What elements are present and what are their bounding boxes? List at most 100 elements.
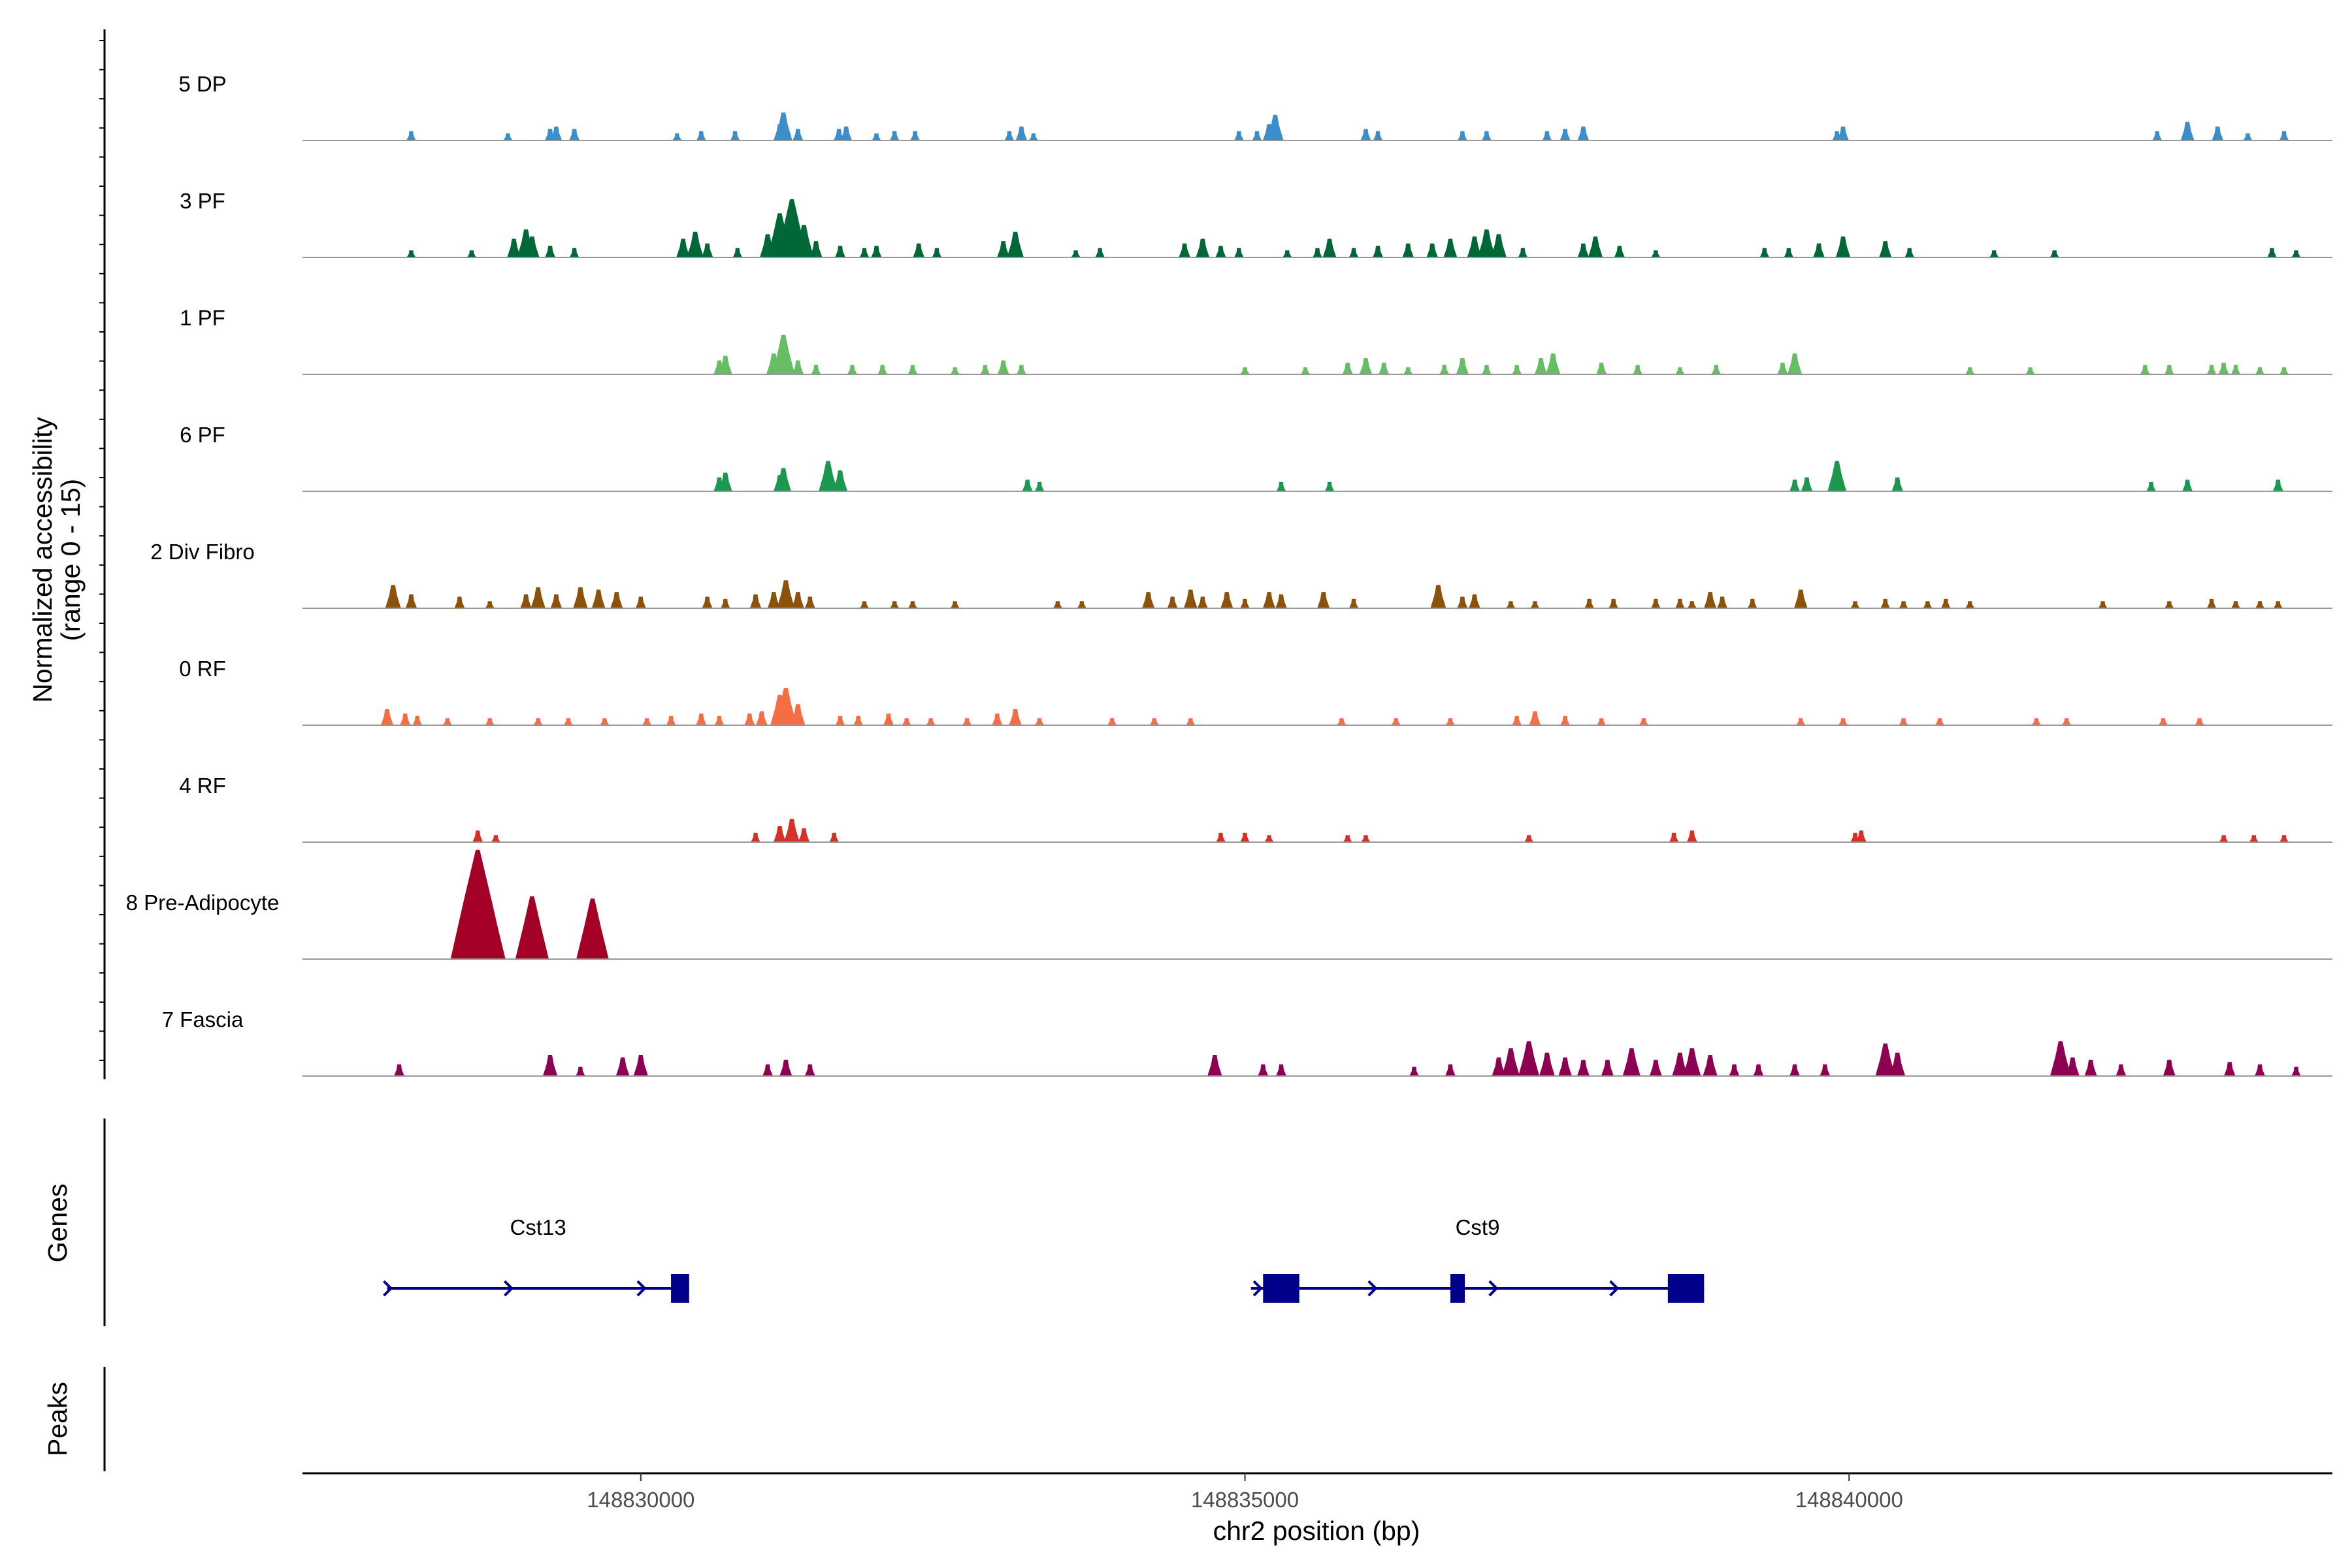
coverage-peak [1179, 243, 1190, 257]
coverage-peak [1142, 592, 1155, 608]
coverage-peak [2219, 835, 2229, 842]
coverage-peak [474, 901, 506, 959]
gene-label: Cst9 [1456, 1215, 1500, 1239]
coverage-peak [1457, 596, 1468, 608]
coverage-peak [696, 131, 706, 140]
coverage-peak [847, 365, 857, 374]
coverage-peak [829, 832, 839, 842]
coverage-peak [1220, 592, 1233, 608]
coverage-peak [672, 133, 682, 140]
coverage-peak [1649, 1060, 1662, 1076]
coverage-peak [406, 250, 416, 257]
coverage-peak [1880, 598, 1890, 608]
coverage-peak [1216, 832, 1226, 842]
coverage-peak [1477, 229, 1495, 257]
coverage-peak [804, 1064, 815, 1076]
coverage-peak [1777, 363, 1788, 374]
coverage-peak [1748, 598, 1757, 608]
coverage-peak [2140, 365, 2150, 374]
coverage-peak [762, 1064, 773, 1076]
coverage-peak [2062, 718, 2072, 725]
coverage-peak [1904, 248, 1914, 257]
coverage-peak [1923, 601, 1933, 608]
coverage-peak [633, 1055, 648, 1076]
coverage-peak [1784, 248, 1793, 257]
coverage-peak [1796, 718, 1806, 725]
strand-arrow [1609, 1280, 1620, 1297]
coverage-peak [472, 830, 483, 842]
coverage-peak [1322, 238, 1337, 257]
coverage-peak [775, 688, 797, 725]
coverage-peak [992, 713, 1003, 725]
coverage-peak [696, 713, 707, 725]
coverage-peak [2224, 1062, 2236, 1076]
coverage-peak [1379, 363, 1390, 374]
coverage-peak [1443, 238, 1458, 257]
coverage-peak [1601, 1060, 1614, 1076]
coverage-peak [1529, 711, 1541, 725]
coverage-peak [676, 238, 690, 257]
coverage-peak [1361, 835, 1371, 842]
coverage-peak [756, 711, 768, 725]
accessibility-tracks: 5 DP 3 PF 1 PF 6 PF 2 Div Fibro 0 RF 4 RF 8 Pre… [126, 72, 2332, 1077]
coverage-peak [1258, 1064, 1269, 1076]
coverage-peak [635, 596, 646, 608]
coverage-peak [732, 248, 742, 257]
coverage-peak [1276, 482, 1286, 491]
coverage-peak [454, 596, 465, 608]
coverage-peak [2279, 835, 2289, 842]
coverage-peak [1827, 461, 1847, 491]
coverage-peak [2152, 131, 2162, 140]
strand-arrow [1488, 1280, 1499, 1297]
coverage-peak [1759, 248, 1769, 257]
coverage-peak [1512, 715, 1522, 725]
coverage-peak [2098, 601, 2108, 608]
coverage-peak [1240, 367, 1250, 374]
coverage-peak [749, 594, 762, 608]
coverage-peak [1535, 358, 1548, 374]
coverage-peak [550, 126, 563, 140]
coverage-peak [1560, 715, 1570, 725]
coverage-peak [1167, 596, 1178, 608]
coverage-peak [2273, 601, 2283, 608]
coverage-peak [794, 225, 814, 257]
coverage-peak [1588, 237, 1603, 257]
coverage-peak [835, 715, 845, 725]
coverage-peak [1596, 363, 1607, 374]
coverage-peak [1467, 237, 1482, 257]
coverage-peak [1518, 1041, 1540, 1076]
coverage-peak [1813, 243, 1825, 257]
coverage-peak [907, 365, 918, 374]
coverage-peak [2066, 1057, 2080, 1076]
coverage-peak [1402, 243, 1414, 257]
coverage-peak [687, 231, 704, 257]
coverage-peak [1729, 1064, 1740, 1076]
coverage-peak [1301, 367, 1310, 374]
coverage-peak [1577, 126, 1590, 140]
coverage-peak [1850, 601, 1860, 608]
strand-arrow [636, 1280, 647, 1297]
track-6-pf: 6 PF [180, 423, 2332, 492]
coverage-peak [1518, 248, 1528, 257]
coverage-peak [950, 367, 960, 374]
gene-exon [1263, 1274, 1299, 1303]
coverage-peak [2050, 1041, 2071, 1076]
x-tick-label: 148835000 [1191, 1488, 1299, 1512]
coverage-peak [997, 360, 1009, 374]
x-axis-title: chr2 position (bp) [1213, 1516, 1420, 1546]
track-1-pf: 1 PF [180, 306, 2332, 375]
coverage-peak [466, 250, 476, 257]
gene-exon [671, 1274, 689, 1303]
coverage-peak [1965, 601, 1975, 608]
coverage-peak [1186, 718, 1196, 725]
coverage-peak [2025, 367, 2035, 374]
gene-annotation-track: Cst13 Cst9 [383, 1215, 1705, 1303]
coverage-peak [542, 1055, 558, 1076]
coverage-peak [853, 715, 863, 725]
coverage-peak [573, 587, 588, 608]
coverage-peak [1009, 709, 1022, 725]
coverage-peak [1149, 718, 1159, 725]
coverage-peak [2180, 122, 2195, 140]
coverage-peak [950, 601, 960, 608]
coverage-peak [1899, 601, 1908, 608]
